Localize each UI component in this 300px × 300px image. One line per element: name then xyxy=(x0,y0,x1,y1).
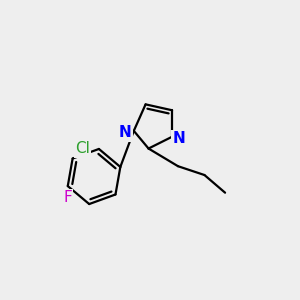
Text: F: F xyxy=(63,190,72,205)
Text: N: N xyxy=(172,131,185,146)
Text: Cl: Cl xyxy=(75,142,90,157)
Text: N: N xyxy=(118,125,131,140)
